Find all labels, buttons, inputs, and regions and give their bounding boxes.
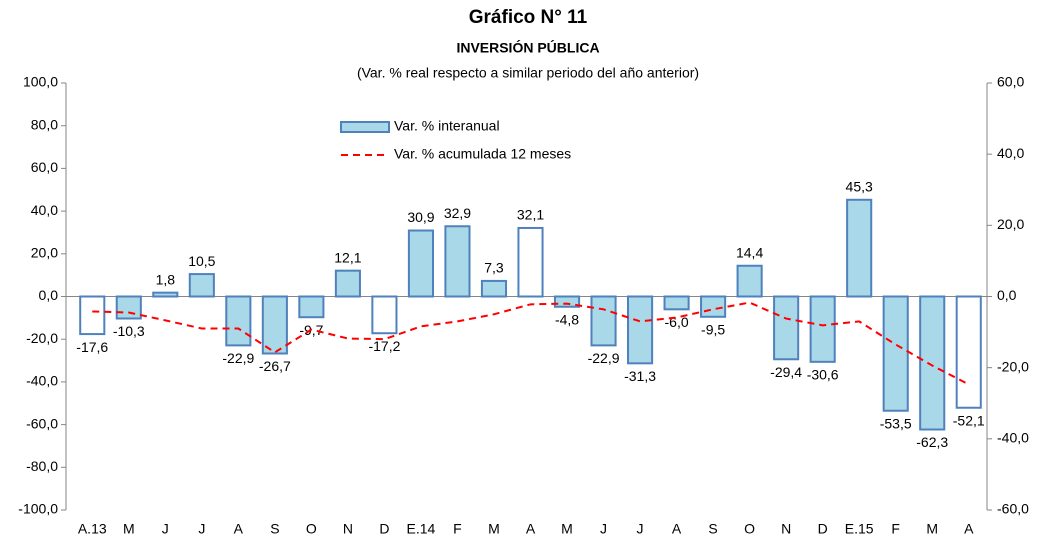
x-tick-label: D	[379, 521, 389, 537]
y-tick-label: -20,0	[26, 330, 58, 346]
x-tick-label: J	[600, 521, 607, 537]
y2-tick-label: -40,0	[997, 430, 1029, 446]
bar	[736, 264, 763, 298]
x-tick-label: A.13	[78, 521, 107, 537]
value-label: -10,3	[113, 323, 145, 339]
value-label: 32,9	[444, 205, 471, 221]
y2-tick-label: 0,0	[997, 287, 1017, 303]
y-tick-label: -100,0	[18, 501, 58, 517]
x-tick-label: E.15	[845, 521, 874, 537]
bar	[663, 295, 690, 311]
value-label: -26,7	[259, 358, 291, 374]
value-label: -9,5	[701, 321, 725, 337]
value-label: 32,1	[517, 207, 544, 223]
line	[92, 301, 970, 386]
value-label: 14,4	[736, 244, 763, 260]
x-tick-label: M	[926, 521, 938, 537]
y2-tick-label: 40,0	[997, 145, 1024, 161]
x-tick-label: M	[488, 521, 500, 537]
bar	[334, 269, 361, 298]
value-label: -52,1	[953, 412, 985, 428]
y-tick-label: -40,0	[26, 373, 58, 389]
value-label: -22,9	[222, 350, 254, 366]
bar	[371, 295, 398, 335]
value-label: -53,5	[880, 415, 912, 431]
chart-title: Gráfico N° 11	[469, 7, 588, 28]
bar	[700, 295, 727, 318]
bar	[590, 295, 617, 347]
y-tick-label: 20,0	[31, 245, 58, 261]
y-tick-label: 60,0	[31, 159, 58, 175]
y2-tick-label: -20,0	[997, 358, 1029, 374]
legend-label: Var. % interanual	[394, 118, 500, 134]
x-tick-label: O	[306, 521, 317, 537]
bar	[152, 291, 179, 298]
value-label: -31,3	[624, 368, 656, 384]
legend-label: Var. % acumulada 12 meses	[394, 146, 571, 162]
x-tick-label: J	[198, 521, 205, 537]
value-label: -17,6	[76, 339, 108, 355]
x-tick-label: F	[891, 521, 900, 537]
x-tick-label: A	[964, 521, 974, 537]
value-label: 10,5	[188, 253, 215, 269]
bar	[919, 295, 946, 431]
x-tick-label: A	[526, 521, 536, 537]
x-tick-label: N	[343, 521, 353, 537]
x-tick-label: E.14	[407, 521, 436, 537]
x-tick-label: A	[234, 521, 244, 537]
bar	[444, 225, 471, 298]
y-tick-label: 100,0	[23, 74, 58, 90]
bar	[553, 295, 581, 308]
x-tick-label: A	[672, 521, 682, 537]
value-label: -22,9	[588, 350, 620, 366]
x-tick-label: M	[561, 521, 573, 537]
y-tick-label: 80,0	[31, 116, 58, 132]
value-label: -4,8	[555, 311, 579, 327]
y-tick-label: 40,0	[31, 202, 58, 218]
bar	[517, 226, 544, 298]
y2-tick-label: 60,0	[997, 74, 1024, 90]
x-tick-label: S	[708, 521, 717, 537]
bar	[298, 295, 325, 319]
bar	[846, 198, 873, 298]
x-tick-label: J	[637, 521, 644, 537]
bar	[955, 295, 982, 409]
value-label: -17,2	[368, 338, 400, 354]
x-tick-label: M	[123, 521, 135, 537]
y2-tick-label: -60,0	[997, 501, 1029, 517]
x-tick-label: O	[744, 521, 755, 537]
bar	[627, 295, 654, 365]
y-tick-label: -80,0	[26, 458, 58, 474]
x-tick-label: D	[818, 521, 828, 537]
bar	[188, 273, 215, 298]
bar	[809, 295, 836, 363]
bar	[261, 295, 288, 355]
bar	[480, 279, 508, 298]
value-label: 1,8	[156, 271, 176, 287]
bar	[407, 229, 434, 298]
value-label: 12,1	[334, 249, 361, 265]
x-tick-label: J	[162, 521, 169, 537]
bar	[773, 295, 800, 361]
bar	[225, 295, 252, 347]
value-label: 45,3	[846, 178, 873, 194]
x-tick-label: N	[781, 521, 791, 537]
bar	[882, 295, 909, 412]
chart-subtitle: INVERSIÓN PÚBLICA	[456, 39, 599, 56]
y-tick-label: -60,0	[26, 415, 58, 431]
value-label: -62,3	[916, 434, 948, 450]
chart-note: (Var. % real respecto a similar periodo …	[357, 65, 699, 81]
value-label: -29,4	[770, 364, 802, 380]
legend-swatch	[340, 121, 390, 133]
y2-tick-label: 20,0	[997, 216, 1024, 232]
bar	[115, 295, 142, 320]
value-label: -30,6	[807, 367, 839, 383]
y-tick-label: 0,0	[39, 287, 59, 303]
bar	[79, 295, 106, 336]
value-label: 30,9	[407, 209, 434, 225]
x-tick-label: S	[270, 521, 279, 537]
value-label: 7,3	[484, 260, 504, 276]
x-tick-label: F	[453, 521, 462, 537]
